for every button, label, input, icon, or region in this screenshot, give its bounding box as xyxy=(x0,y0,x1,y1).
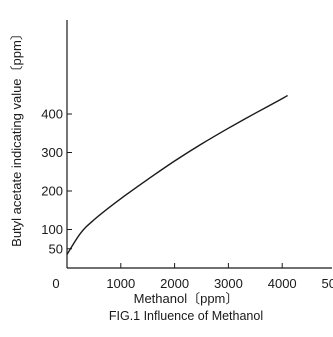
x-tick-label: 4000 xyxy=(268,276,297,291)
y-axis-label: Butyl acetate indicating value〔ppm〕 xyxy=(9,27,24,247)
series-layer xyxy=(66,94,288,255)
x-tick-label: 3000 xyxy=(214,276,243,291)
origin-label: 0 xyxy=(52,276,59,291)
y-tick-label: 200 xyxy=(41,184,63,199)
y-tick-label: 50 xyxy=(49,241,63,256)
x-axis-label: Methanol〔ppm〕 xyxy=(134,291,239,306)
y-axis-ticks: 50 100 200 300 400 xyxy=(41,107,72,256)
y-tick-label: 400 xyxy=(41,107,63,122)
figure-caption: FIG.1 Influence of Methanol xyxy=(109,309,263,323)
chart-axes xyxy=(66,20,332,269)
x-tick-label: 5000 xyxy=(322,276,333,291)
series-line-0 xyxy=(66,94,288,255)
x-tick-label: 1000 xyxy=(106,276,135,291)
x-axis-ticks: 1000 2000 3000 4000 5000 xyxy=(106,263,333,291)
y-tick-label: 100 xyxy=(41,222,63,237)
y-tick-label: 300 xyxy=(41,145,63,160)
x-tick-label: 2000 xyxy=(160,276,189,291)
